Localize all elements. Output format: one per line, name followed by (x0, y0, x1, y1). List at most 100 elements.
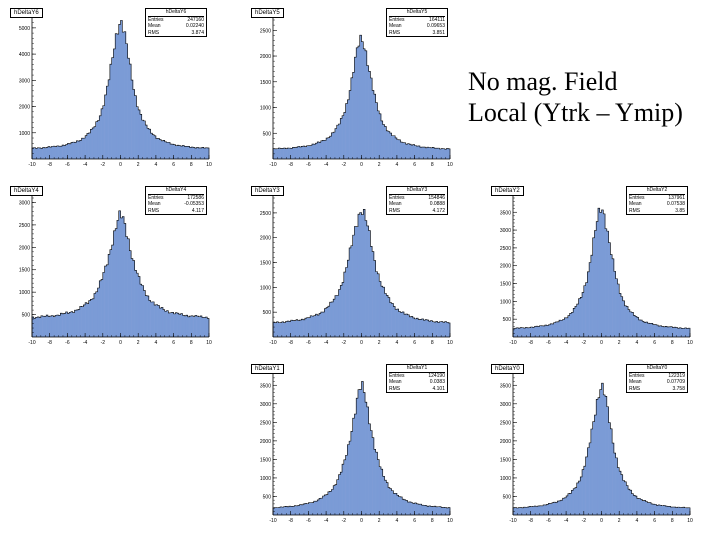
histogram-bin (446, 148, 449, 159)
histogram-bin (403, 142, 407, 159)
histogram-bin (343, 459, 346, 515)
histogram-bin (327, 306, 330, 337)
histogram-bin (354, 414, 357, 515)
histogram-bin (37, 316, 40, 337)
histogram-bin (411, 316, 414, 337)
histogram-bin (33, 318, 36, 337)
histogram-bin (409, 501, 412, 515)
y-tick-label: 2000 (260, 236, 271, 242)
histogram-bin (412, 503, 415, 515)
histogram-bin (636, 498, 639, 515)
histogram-bin (51, 146, 54, 159)
histogram-bin (62, 313, 65, 337)
histogram-bin (141, 285, 144, 337)
x-tick-label: -8 (288, 340, 293, 346)
histogram-bin (319, 498, 322, 515)
histogram-bin (601, 209, 604, 337)
histogram-bin (303, 319, 306, 337)
histogram-bin (368, 423, 371, 515)
histogram-bin (400, 312, 403, 337)
histogram-bin (434, 148, 437, 159)
histogram-bin (391, 303, 394, 337)
histogram-bin (138, 109, 141, 159)
x-tick-label: 10 (447, 518, 453, 524)
histogram-bin (301, 146, 304, 159)
histogram-bin (398, 311, 401, 337)
histogram-bin (79, 140, 82, 159)
x-tick-label: -8 (288, 518, 293, 524)
histogram-pad-hDeltaY1: -10 -8 -6 -4 -2 0 2 4 6 8 10 500 1000 1500 2000 2500 300… (247, 362, 453, 530)
histogram-bin (294, 147, 297, 159)
histogram-bin (638, 319, 641, 337)
histogram-bin (53, 146, 56, 159)
histogram-bin (622, 300, 625, 337)
histogram-bin (386, 482, 389, 515)
histogram-bin (631, 312, 634, 337)
x-tick-label: 0 (600, 340, 603, 346)
histogram-bin (72, 312, 75, 337)
histogram-bin (191, 147, 194, 159)
histogram-bin (384, 126, 387, 159)
x-tick-label: 0 (360, 518, 363, 524)
histogram-bin (402, 311, 405, 337)
histogram-bin (379, 281, 382, 337)
stats-entries-value: 164111 (429, 16, 445, 23)
y-tick-label: 2000 (19, 245, 30, 251)
stats-rms: RMS 3.758 (629, 386, 685, 393)
histogram-bin (292, 506, 295, 515)
histogram-bin (147, 128, 150, 159)
y-tick-label: 2500 (500, 420, 511, 426)
histogram-bin (569, 313, 572, 337)
histogram-bin (60, 146, 63, 159)
stats-entries: Entries 172586 (148, 195, 204, 202)
histogram-bin (624, 481, 627, 515)
histogram-bin (109, 64, 112, 159)
histogram-bin (201, 317, 204, 337)
histogram-bin (115, 33, 118, 159)
histogram-bin (418, 504, 421, 515)
histogram-bin (412, 317, 415, 337)
histogram-bin (99, 280, 102, 337)
histogram-bin (168, 142, 171, 159)
histogram-bin (280, 322, 283, 337)
x-tick-label: 2 (378, 518, 381, 524)
histogram-bin (40, 148, 43, 159)
histogram-bin (143, 120, 146, 159)
histogram-title: hDeltaY1 (251, 364, 284, 374)
histogram-bin (276, 321, 279, 337)
histogram-bin (173, 313, 176, 337)
histogram-bin (189, 316, 192, 337)
histogram-bin (528, 506, 531, 515)
histogram-bin (74, 310, 77, 337)
histogram-bin (326, 138, 329, 159)
histogram-bin (359, 389, 362, 515)
histogram-bin (161, 307, 164, 337)
histogram-bin (150, 301, 153, 337)
stats-mean-value: 0.09653 (426, 23, 445, 29)
stats-box: hDeltaY0 Entries 122319 Mean 0.07709 RMS 3.758 (626, 364, 688, 393)
stats-title: hDeltaY2 (629, 187, 685, 195)
histogram-bin (421, 318, 424, 337)
stats-rms-label: RMS (629, 385, 641, 392)
histogram-bin (338, 474, 341, 515)
x-tick-label: -10 (269, 162, 276, 168)
histogram-bin (292, 320, 295, 337)
x-tick-label: 0 (600, 518, 603, 524)
histogram-pad-hDeltaY3: -10 -8 -6 -4 -2 0 2 4 6 8 10 500 1000 1500 2000 2500 hDe… (247, 184, 453, 352)
histogram-plot: -10 -8 -6 -4 -2 0 2 4 6 8 10 500 1000 1500 2000 2500 (260, 16, 453, 168)
histogram-bin (643, 322, 647, 337)
histogram-bin (405, 500, 408, 515)
y-tick-label: 500 (263, 131, 272, 137)
histogram-bin (629, 490, 632, 515)
stats-mean-label: Mean (148, 201, 161, 207)
y-tick-label: 1000 (260, 106, 271, 112)
histogram-bin (594, 415, 597, 515)
x-tick-label: 10 (687, 340, 693, 346)
histogram-bin (33, 147, 36, 159)
x-tick-label: -6 (306, 518, 311, 524)
histogram-bin (310, 502, 313, 515)
histogram-bin (159, 308, 162, 337)
histogram-bin (283, 322, 286, 337)
histogram-bin (327, 491, 330, 515)
histogram-bin (606, 231, 609, 337)
